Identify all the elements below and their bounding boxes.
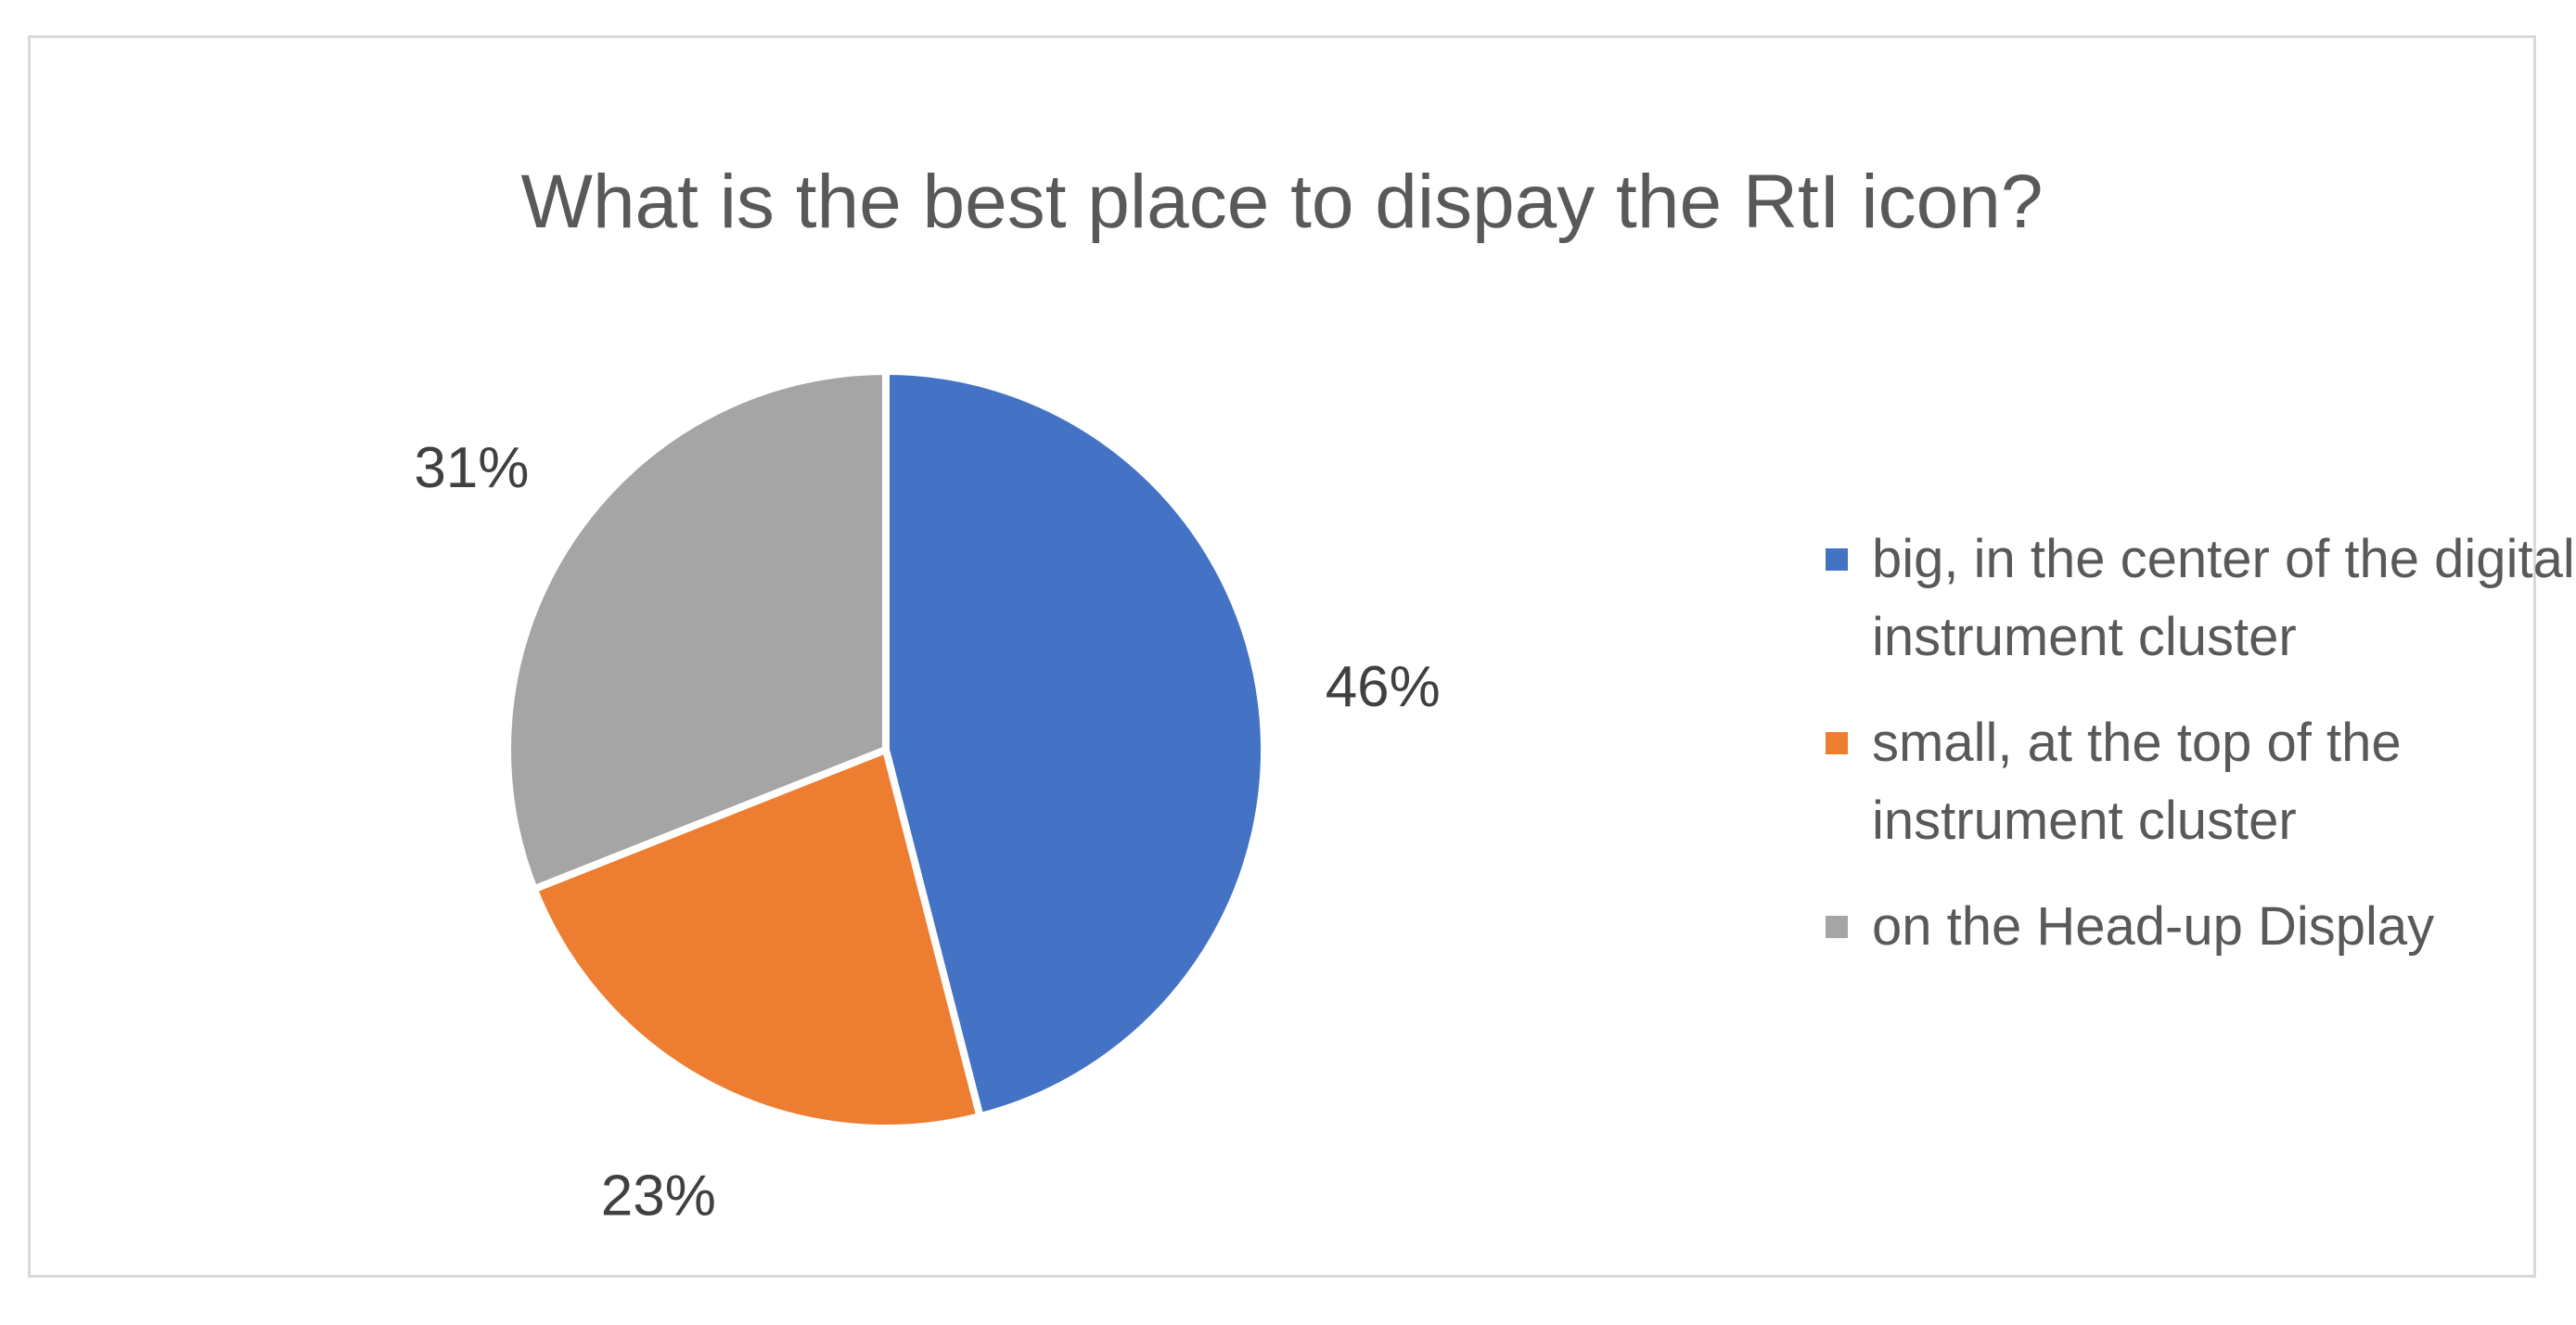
legend-swatch-2 [1826,732,1848,754]
pie-slice-2 [530,746,984,1132]
legend-item-2: small, at the top of the instrument clus… [1826,704,2576,860]
chart-frame: What is the best place to dispay the RtI… [28,35,2575,1278]
legend-swatch-3 [1826,916,1848,938]
legend-label-1: big, in the center of the digital instru… [1872,529,2575,667]
data-label-1: 46% [1326,655,1441,719]
legend-swatch-1 [1826,548,1848,571]
data-label-3: 31% [414,436,529,500]
legend-item-3: on the Head-up Display [1826,888,2576,966]
pie-slice-3 [504,367,890,894]
chart-title: What is the best place to dispay the RtI… [520,160,2044,244]
legend-label-3: on the Head-up Display [1872,896,2435,957]
legend-label-2: small, at the top of the instrument clus… [1872,713,2402,851]
legend-item-1: big, in the center of the digital instru… [1826,521,2576,676]
legend: big, in the center of the digital instru… [1826,521,2576,994]
data-label-2: 23% [601,1164,716,1229]
pie-slice-1 [882,367,1268,1121]
